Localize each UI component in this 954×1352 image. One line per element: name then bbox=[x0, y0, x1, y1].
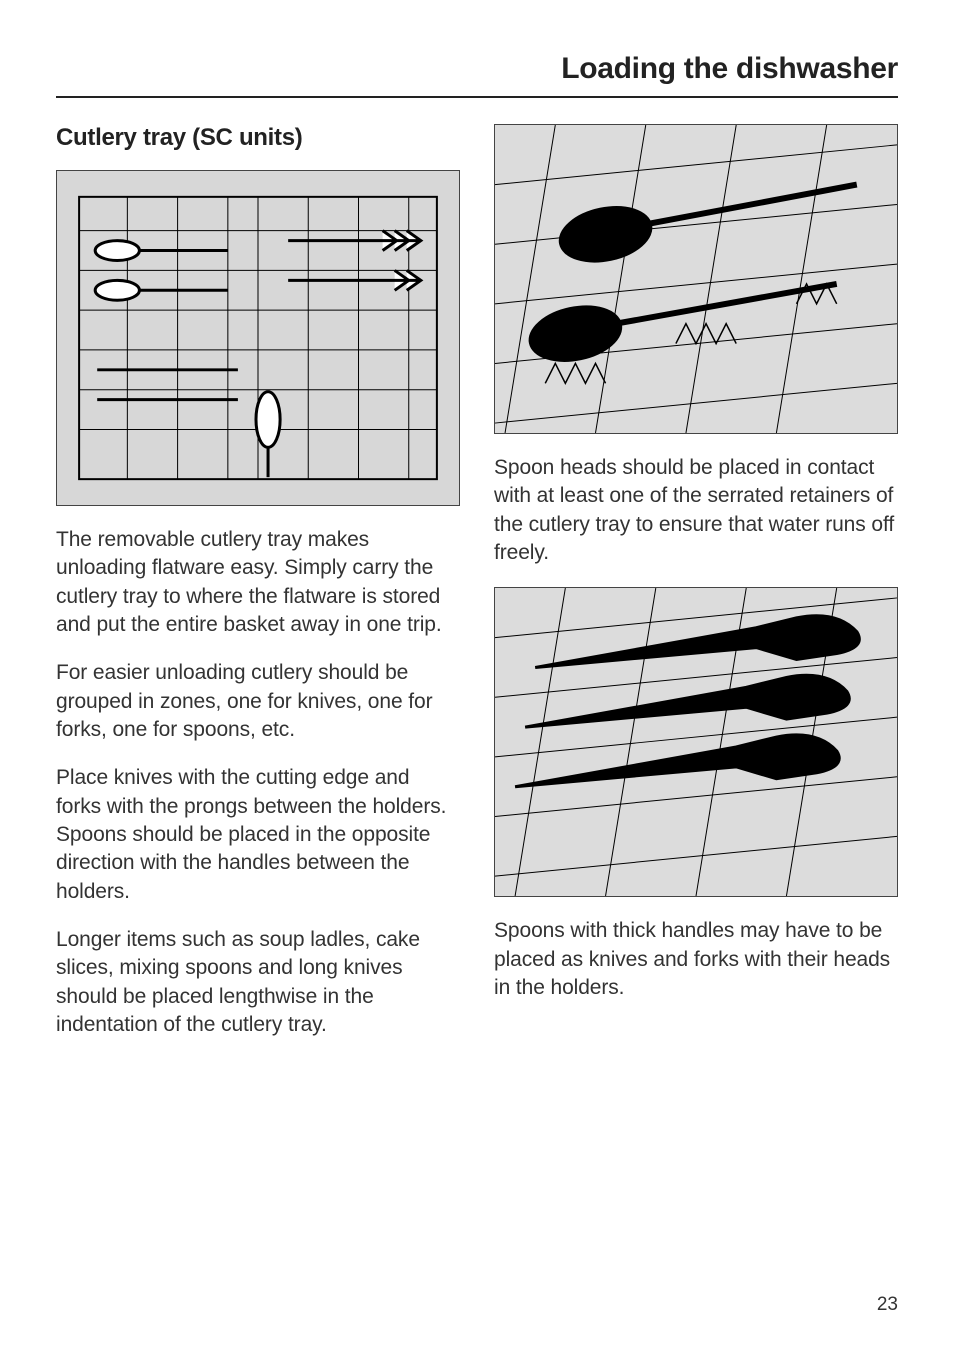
paragraph: The removable cutlery tray makes unloadi… bbox=[56, 526, 460, 639]
paragraph: Spoons with thick handles may have to be… bbox=[494, 917, 898, 1002]
content-columns: Cutlery tray (SC units) bbox=[56, 124, 898, 1060]
section-heading: Cutlery tray (SC units) bbox=[56, 124, 460, 152]
paragraph: For easier unloading cutlery should be g… bbox=[56, 659, 460, 744]
page-header: Loading the dishwasher bbox=[56, 52, 898, 98]
paragraph: Spoon heads should be placed in contact … bbox=[494, 454, 898, 567]
page-number: 23 bbox=[877, 1294, 898, 1316]
paragraph: Place knives with the cutting edge and f… bbox=[56, 764, 460, 906]
left-column: Cutlery tray (SC units) bbox=[56, 124, 460, 1060]
figure-spoon-heads-serrated bbox=[494, 124, 898, 434]
right-column: Spoon heads should be placed in contact … bbox=[494, 124, 898, 1060]
figure-thick-handle-spoons bbox=[494, 587, 898, 897]
figure-cutlery-tray-overview bbox=[56, 170, 460, 506]
page-title: Loading the dishwasher bbox=[56, 52, 898, 86]
paragraph: Longer items such as soup ladles, cake s… bbox=[56, 926, 460, 1039]
